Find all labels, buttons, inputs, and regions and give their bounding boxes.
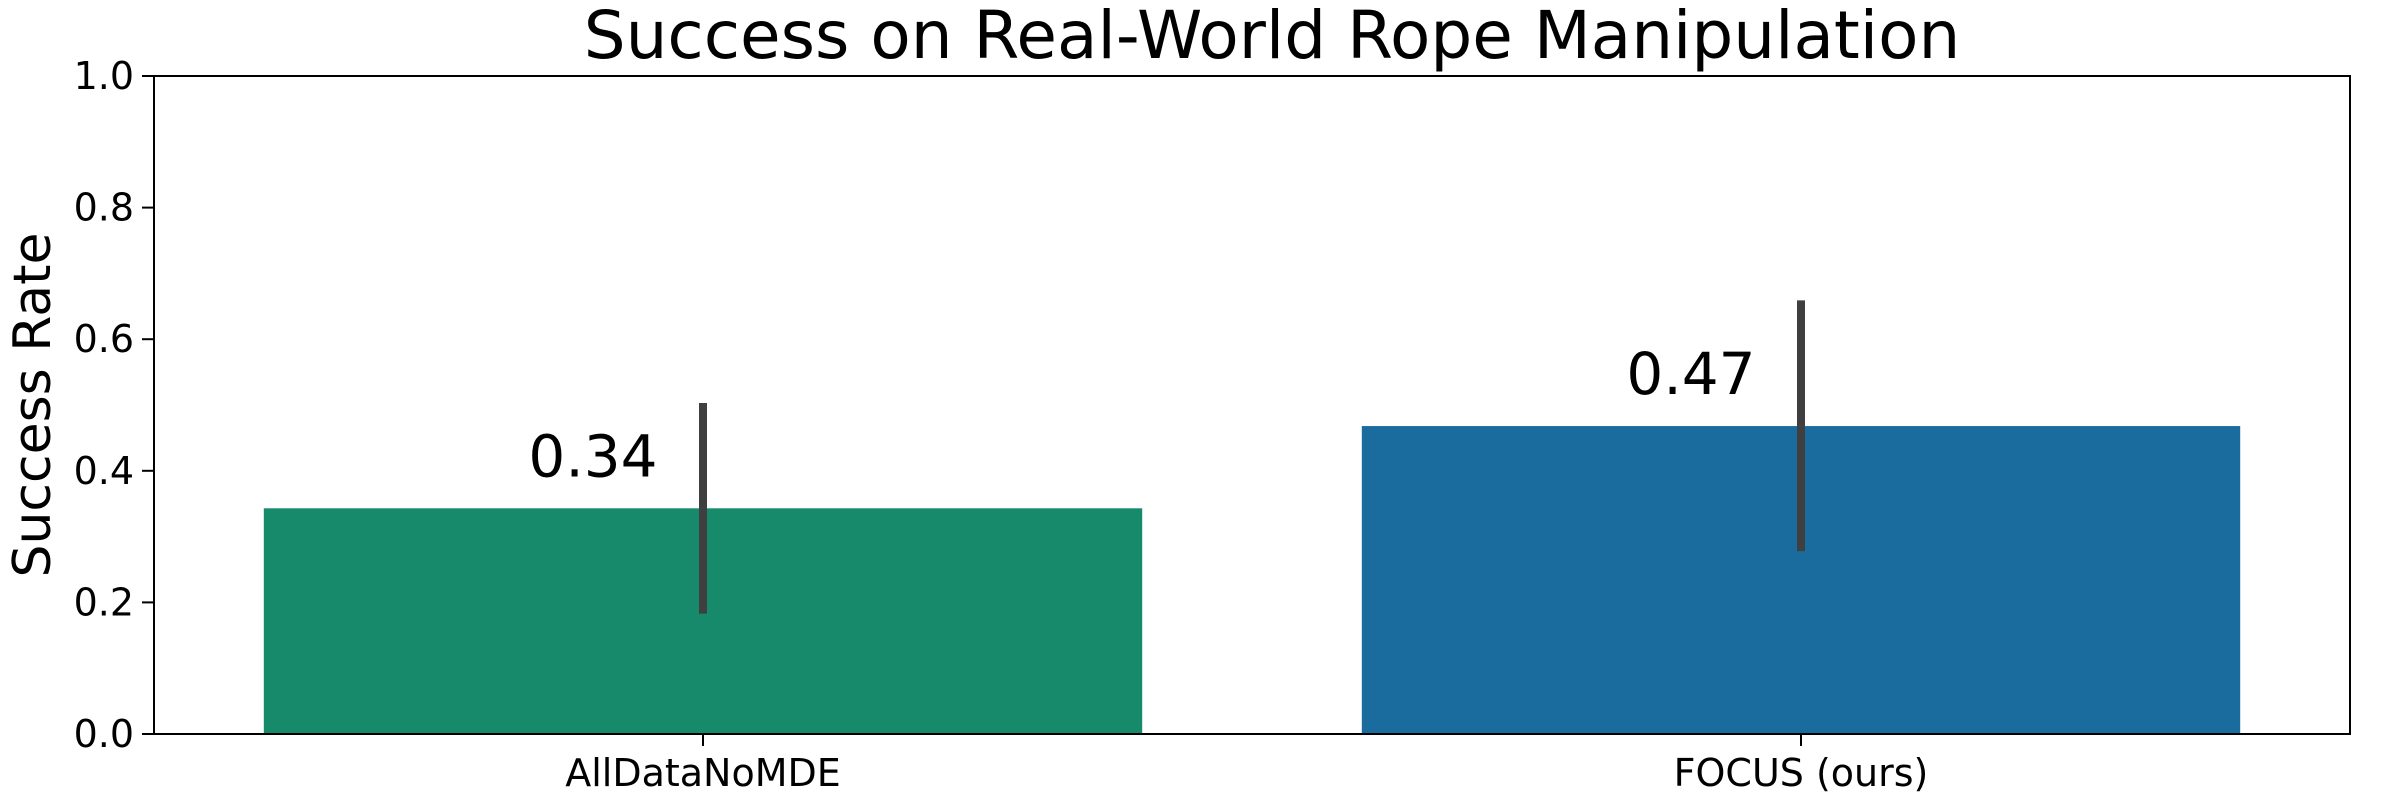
y-tick-label: 0.8	[74, 186, 134, 230]
plot-frame	[153, 75, 2351, 735]
x-tick-label: FOCUS (ours)	[1674, 751, 1929, 795]
error-bars	[699, 300, 1805, 614]
y-tick-label: 0.6	[74, 317, 134, 361]
bar-value-label: 0.47	[1626, 340, 1755, 408]
x-tick-label: AllDataNoMDE	[565, 751, 841, 795]
y-tick-label: 0.2	[74, 580, 134, 624]
y-tick-label: 0.4	[74, 449, 134, 493]
value-labels: 0.34 0.47	[528, 340, 1755, 490]
y-axis-ticks: 0.0 0.2 0.4 0.6 0.8 1.0	[74, 54, 154, 756]
x-axis-ticks: AllDataNoMDE FOCUS (ours)	[565, 734, 1928, 795]
y-axis-label: Success Rate	[3, 232, 63, 577]
chart-title: Success on Real-World Rope Manipulation	[584, 0, 1961, 74]
y-tick-label: 0.0	[74, 712, 134, 756]
bar-value-label: 0.34	[528, 422, 657, 490]
y-tick-label: 1.0	[74, 54, 134, 98]
